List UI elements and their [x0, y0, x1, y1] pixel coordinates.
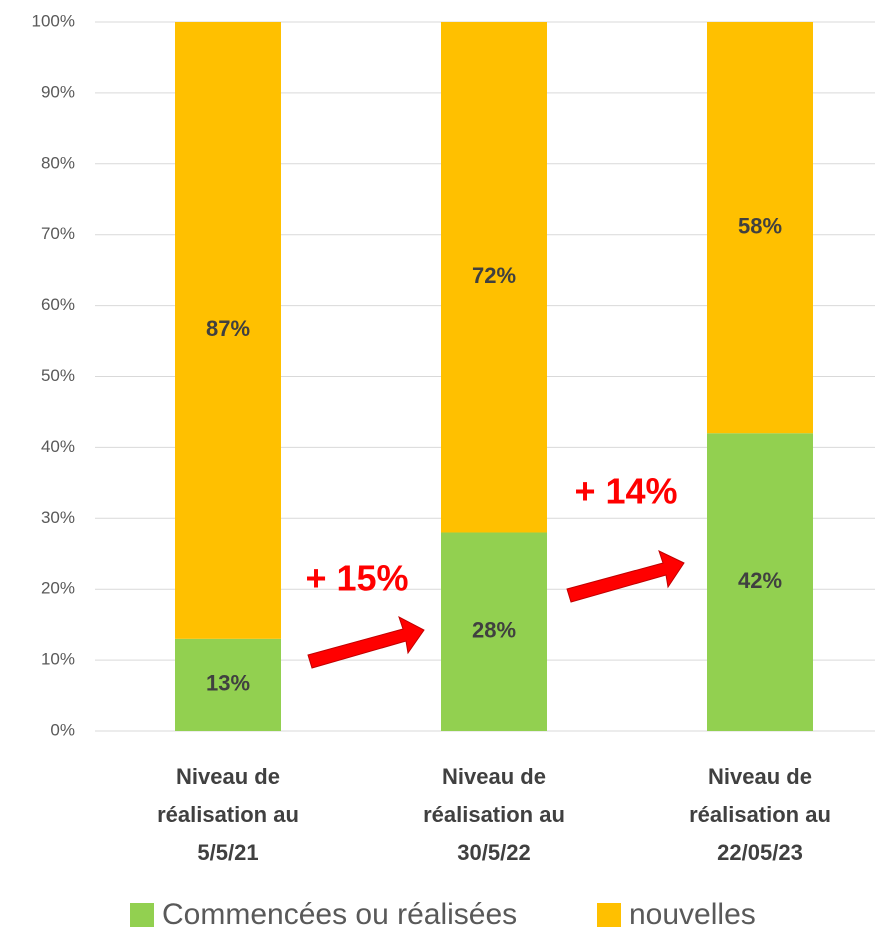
x-tick-label: Niveau de réalisation au 30/5/22	[423, 764, 565, 865]
y-tick-label: 50%	[41, 366, 75, 385]
y-tick-label: 0%	[50, 720, 75, 739]
legend-swatch	[597, 903, 621, 927]
bar-segment	[707, 22, 813, 434]
bar-segment	[175, 638, 281, 731]
data-label: 72%	[472, 263, 516, 288]
y-tick-label: 40%	[41, 437, 75, 456]
data-label: 42%	[738, 568, 782, 593]
bar-segment	[441, 532, 547, 731]
data-label: 13%	[206, 671, 250, 696]
y-tick-label: 70%	[41, 224, 75, 243]
legend-label: Commencées ou réalisées	[162, 898, 517, 931]
data-label: 87%	[206, 316, 250, 341]
y-tick-label: 20%	[41, 579, 75, 598]
data-label: 28%	[472, 618, 516, 643]
legend-swatch	[130, 903, 154, 927]
annotation: + 15%	[305, 558, 408, 599]
x-tick-label: Niveau de réalisation au 5/5/21	[157, 764, 299, 865]
y-tick-label: 10%	[41, 650, 75, 669]
bar-segment	[707, 433, 813, 731]
arrow	[566, 550, 685, 603]
y-tick-label: 80%	[41, 153, 75, 172]
y-tick-label: 100%	[32, 11, 75, 30]
x-tick-label: Niveau de réalisation au 22/05/23	[689, 764, 831, 865]
y-tick-label: 60%	[41, 295, 75, 314]
bar-segment	[175, 22, 281, 639]
y-tick-label: 90%	[41, 82, 75, 101]
y-tick-label: 30%	[41, 508, 75, 527]
legend-label: nouvelles	[629, 898, 756, 931]
annotation: + 14%	[574, 471, 677, 512]
arrow	[307, 615, 425, 669]
data-label: 58%	[738, 213, 782, 238]
bar-segment	[441, 22, 547, 533]
